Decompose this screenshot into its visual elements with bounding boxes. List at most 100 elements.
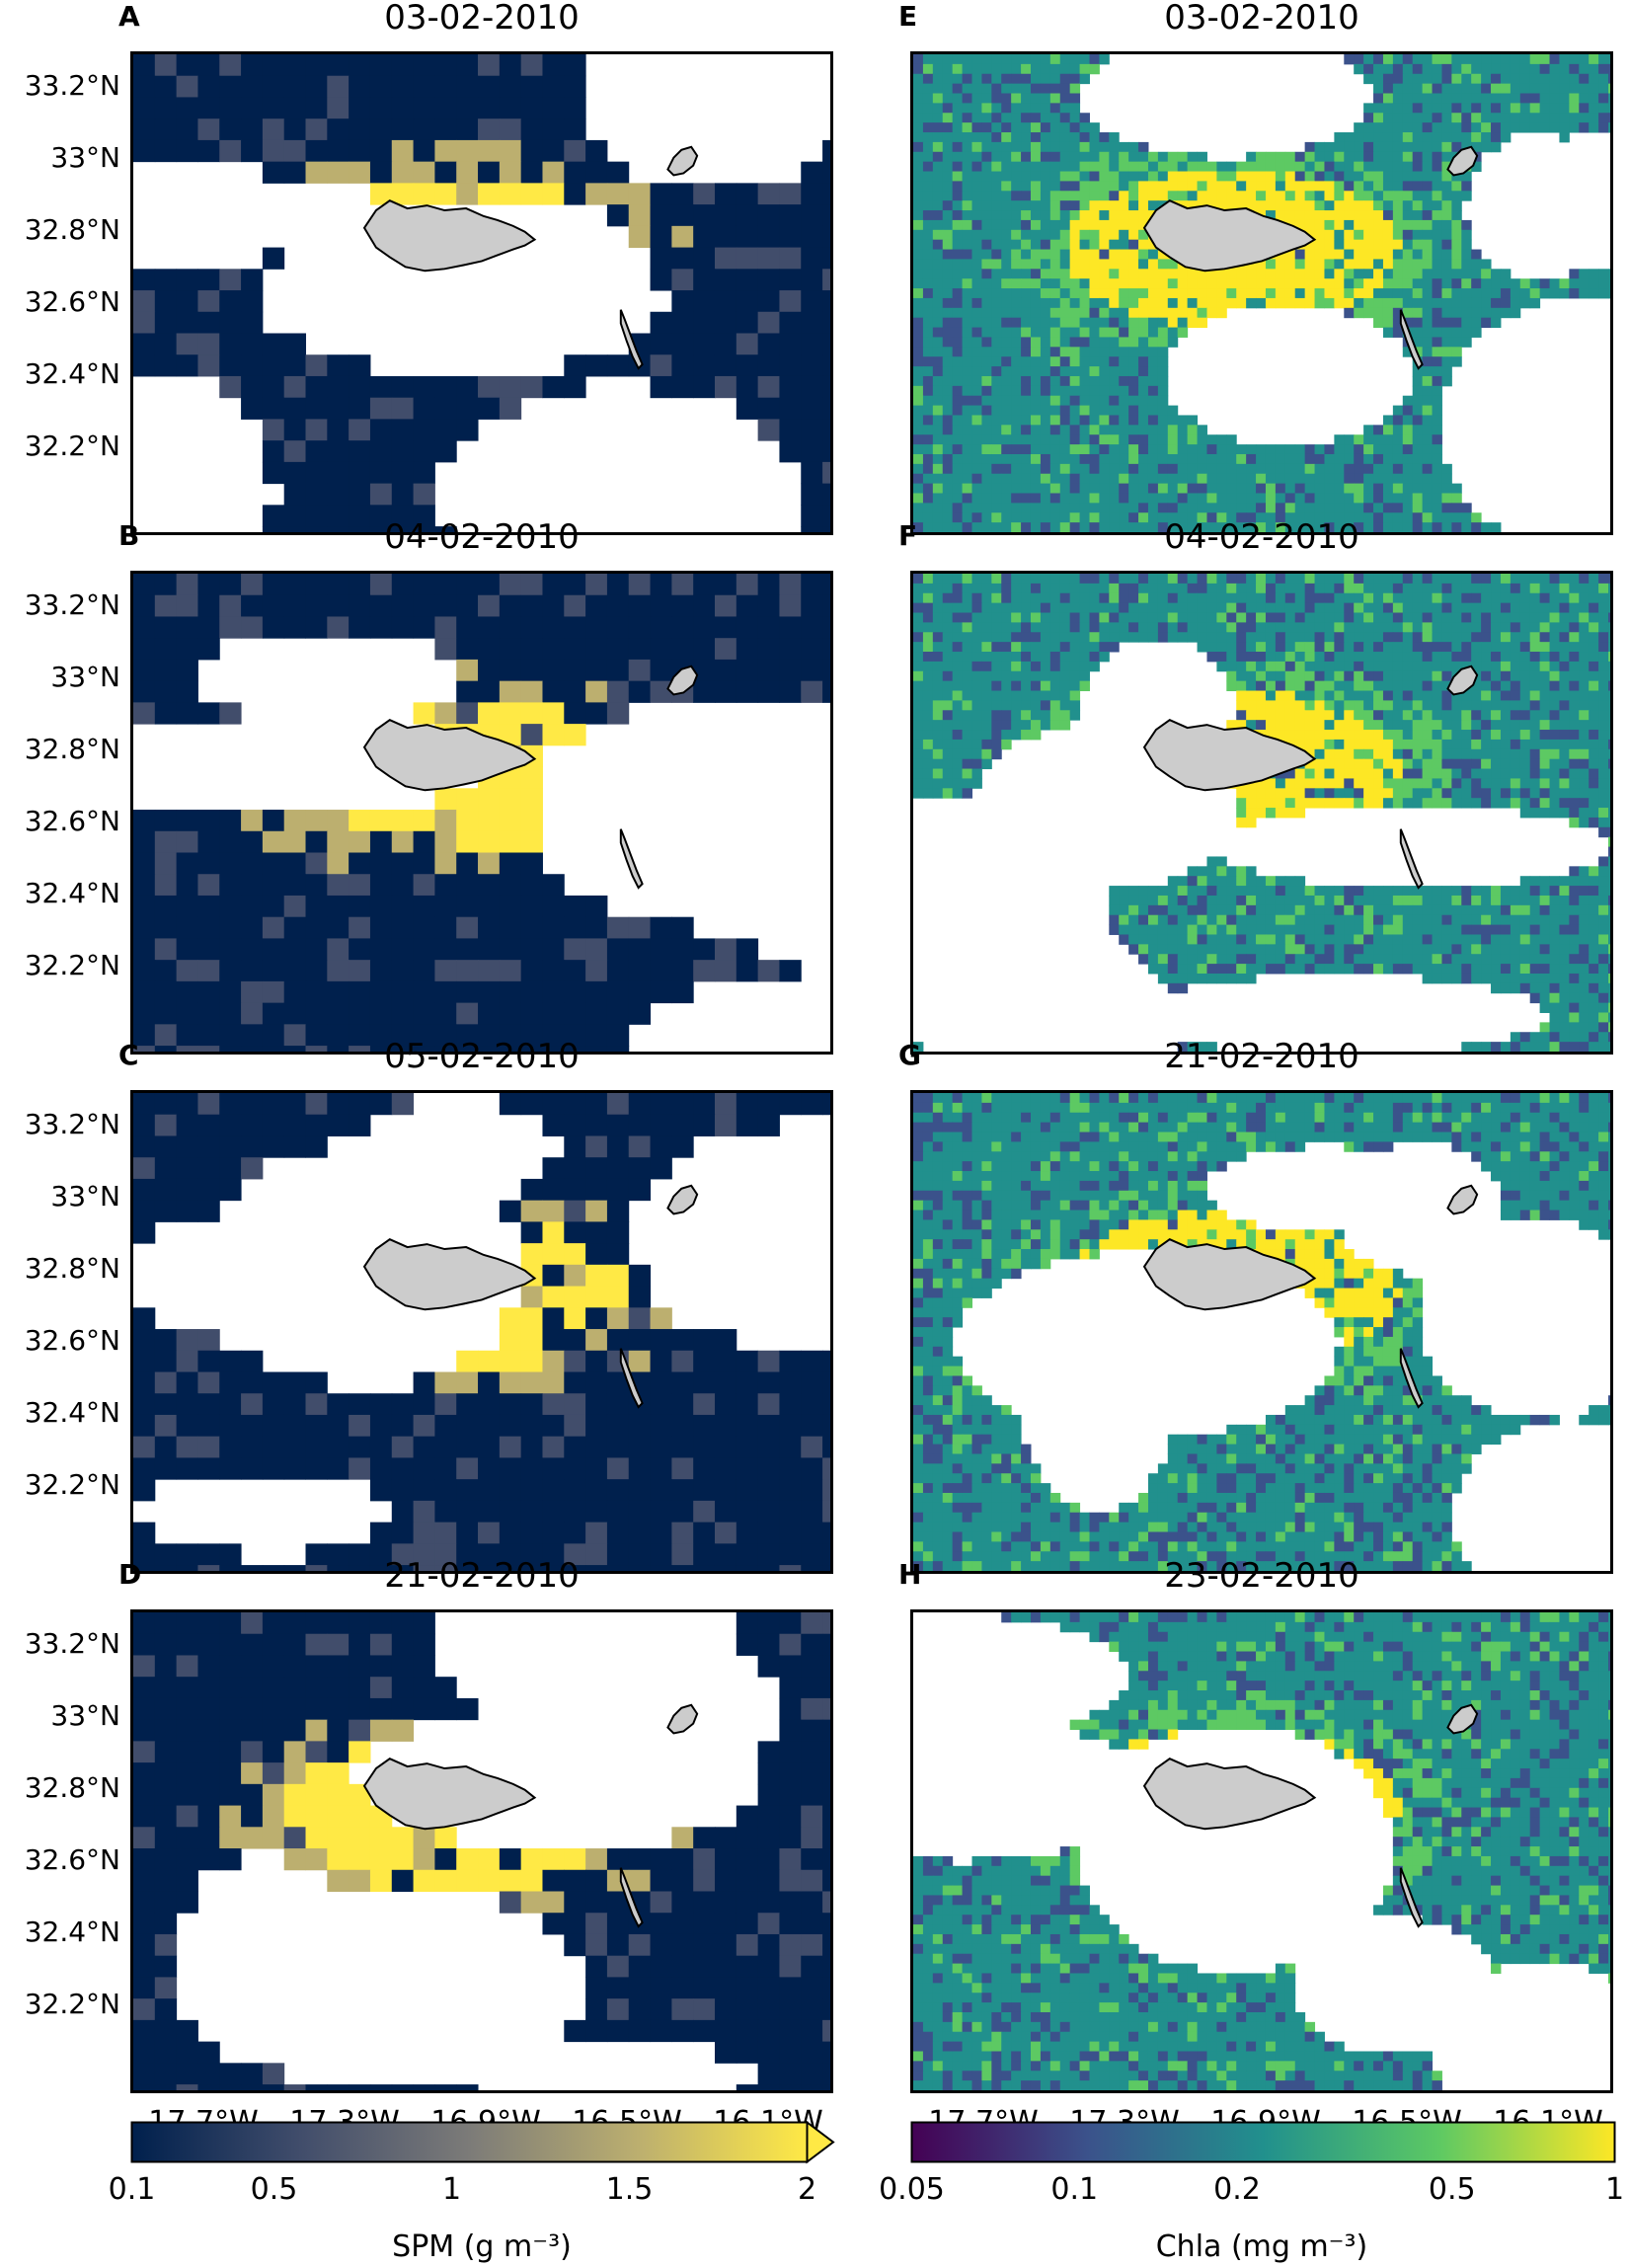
panel-date-title: 03-02-2010 [384, 0, 580, 38]
colorbar-label: Chla (mg m⁻³) [1155, 2229, 1368, 2264]
latitude-tick-label: 32.6°N [24, 285, 120, 318]
latitude-tick-label: 32.2°N [24, 1468, 120, 1501]
map-canvas [913, 1612, 1610, 2090]
latitude-tick-label: 33°N [50, 1699, 120, 1732]
panel-date-title: 04-02-2010 [384, 517, 580, 557]
latitude-tick-label: 32.8°N [24, 213, 120, 246]
latitude-tick-label: 32.4°N [24, 357, 120, 390]
latitude-tick-label: 33.2°N [24, 588, 120, 621]
panel-letter: G [898, 1039, 921, 1071]
madeira-island [1142, 199, 1317, 273]
spm-colorbar-gradient [130, 2121, 835, 2164]
latitude-tick-label: 32.4°N [24, 877, 120, 909]
data-pixels [913, 574, 1610, 1052]
porto-santo-island [666, 1184, 699, 1215]
map-frame [910, 1609, 1613, 2093]
data-pixels [913, 54, 1610, 532]
map-frame [130, 571, 833, 1055]
map-canvas [133, 1612, 830, 2090]
desertas-islands [1399, 309, 1424, 370]
colorbar-extend-arrow [806, 2121, 835, 2164]
colorbar-tick-label: 0.5 [1428, 2172, 1476, 2207]
map-canvas [133, 54, 830, 532]
panel-date-title: 21-02-2010 [384, 1556, 580, 1596]
map-frame [910, 1090, 1613, 1574]
map-canvas [913, 54, 1610, 532]
latitude-tick-label: 32.2°N [24, 949, 120, 981]
data-pixels [133, 1612, 830, 2090]
latitude-tick-label: 32.6°N [24, 805, 120, 837]
panel-letter: B [118, 519, 140, 552]
porto-santo-island [1446, 1703, 1479, 1735]
porto-santo-island [666, 665, 699, 696]
map-frame [910, 571, 1613, 1055]
map-canvas [913, 574, 1610, 1052]
data-pixels [133, 54, 830, 532]
data-pixels [133, 1093, 830, 1571]
porto-santo-island [1446, 665, 1479, 696]
latitude-tick-label: 32.8°N [24, 1252, 120, 1285]
madeira-island [1142, 719, 1317, 792]
panel-letter: C [118, 1039, 139, 1071]
colorbar-tick-label: 0.05 [879, 2172, 945, 2207]
map-frame [910, 51, 1613, 535]
panel-date-title: 03-02-2010 [1164, 0, 1359, 38]
map-canvas [133, 574, 830, 1052]
panel-date-title: 21-02-2010 [1164, 1037, 1359, 1076]
map-frame [130, 51, 833, 535]
map-frame [130, 1090, 833, 1574]
latitude-tick-label: 33°N [50, 1180, 120, 1212]
colorbar-tick-label: 0.1 [1050, 2172, 1099, 2207]
madeira-island [362, 719, 537, 792]
panel-letter: F [898, 519, 918, 552]
colorbar-tick-label: 0.5 [250, 2172, 298, 2207]
latitude-tick-label: 32.6°N [24, 1843, 120, 1876]
colorbar-tick-label: 0.1 [108, 2172, 156, 2207]
desertas-islands [1399, 1348, 1424, 1409]
latitude-tick-label: 33.2°N [24, 1108, 120, 1140]
colorbar-tick-label: 1.5 [605, 2172, 654, 2207]
panel-letter: E [898, 0, 918, 33]
panel-letter: A [118, 0, 140, 33]
panel-letter: D [118, 1558, 142, 1591]
panel-date-title: 04-02-2010 [1164, 517, 1359, 557]
latitude-tick-label: 33°N [50, 141, 120, 174]
porto-santo-island [1446, 1184, 1479, 1215]
porto-santo-island [666, 1703, 699, 1735]
desertas-islands [619, 309, 644, 370]
colorbar-tick-label: 1 [441, 2172, 462, 2207]
latitude-tick-label: 32.6°N [24, 1324, 120, 1357]
desertas-islands [619, 828, 644, 890]
latitude-tick-label: 33°N [50, 661, 120, 693]
map-canvas [913, 1093, 1610, 1571]
madeira-island [1142, 1238, 1317, 1311]
latitude-tick-label: 32.2°N [24, 1988, 120, 2020]
map-canvas [133, 1093, 830, 1571]
latitude-tick-label: 32.8°N [24, 1771, 120, 1804]
chla-colorbar-gradient [910, 2121, 1616, 2163]
madeira-island [362, 1758, 537, 1831]
latitude-tick-label: 32.2°N [24, 430, 120, 462]
latitude-tick-label: 32.4°N [24, 1396, 120, 1429]
latitude-tick-label: 32.8°N [24, 733, 120, 765]
panel-letter: H [898, 1558, 922, 1591]
colorbar-tick-label: 1 [1604, 2172, 1625, 2207]
latitude-tick-label: 33.2°N [24, 1627, 120, 1660]
latitude-tick-label: 32.4°N [24, 1916, 120, 1948]
madeira-island [1142, 1758, 1317, 1831]
map-frame [130, 1609, 833, 2093]
madeira-island [362, 199, 537, 273]
panel-date-title: 05-02-2010 [384, 1037, 580, 1076]
colorbar-label: SPM (g m⁻³) [392, 2229, 572, 2264]
desertas-islands [619, 1348, 644, 1409]
data-pixels [913, 1093, 1610, 1571]
desertas-islands [619, 1867, 644, 1928]
desertas-islands [1399, 1867, 1424, 1928]
latitude-tick-label: 33.2°N [24, 69, 120, 102]
data-pixels [133, 574, 830, 1052]
porto-santo-island [666, 145, 699, 177]
data-pixels [913, 1612, 1610, 2090]
madeira-island [362, 1238, 537, 1311]
panel-date-title: 23-02-2010 [1164, 1556, 1359, 1596]
porto-santo-island [1446, 145, 1479, 177]
